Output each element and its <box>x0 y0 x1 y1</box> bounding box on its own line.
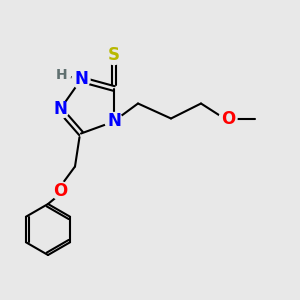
Text: N: N <box>53 100 67 118</box>
Circle shape <box>51 182 69 200</box>
Text: O: O <box>221 110 235 128</box>
Text: S: S <box>108 46 120 64</box>
Text: N: N <box>74 70 88 88</box>
Circle shape <box>51 100 69 118</box>
Circle shape <box>52 66 70 84</box>
Text: N: N <box>107 112 121 130</box>
Text: O: O <box>53 182 67 200</box>
Circle shape <box>105 112 123 130</box>
Text: H: H <box>56 68 67 82</box>
Circle shape <box>72 70 90 88</box>
Circle shape <box>105 46 123 64</box>
Circle shape <box>219 110 237 128</box>
